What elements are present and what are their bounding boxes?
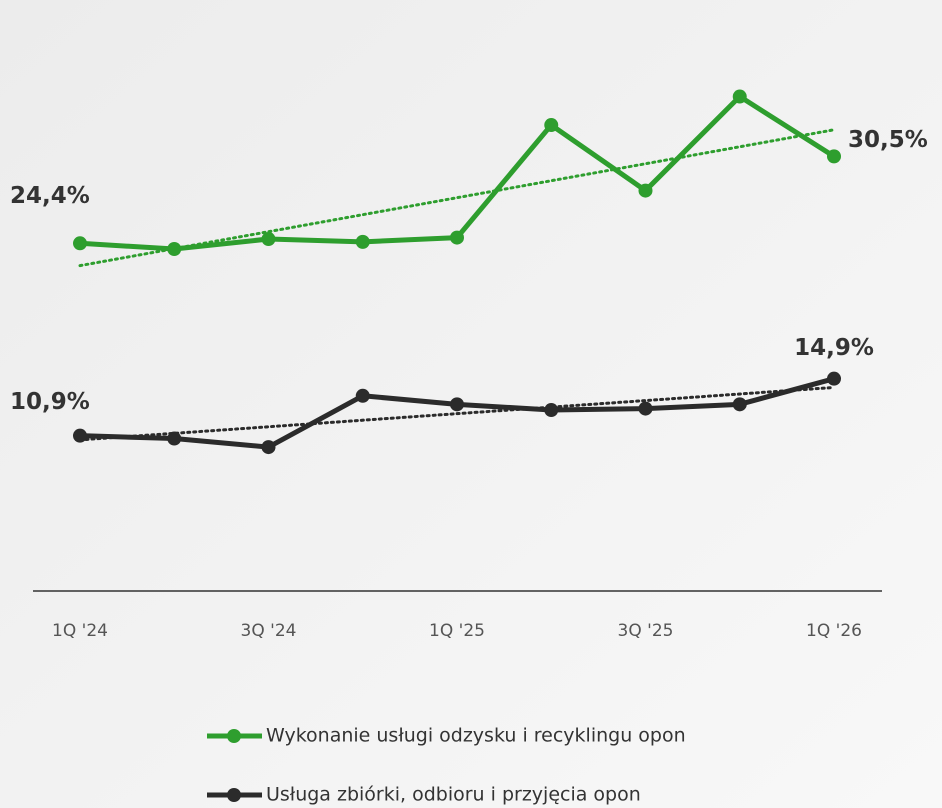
legend-label: Usługa zbiórki, odbioru i przyjęcia opon bbox=[266, 784, 641, 806]
value-label: 30,5% bbox=[848, 127, 928, 153]
trendline bbox=[78, 128, 836, 268]
point bbox=[638, 401, 653, 416]
point bbox=[450, 230, 464, 245]
point bbox=[167, 242, 182, 256]
point bbox=[73, 236, 87, 251]
value-label: 10,9% bbox=[10, 389, 90, 415]
legend-label: Wykonanie usługi odzysku i recyklingu op… bbox=[266, 725, 686, 747]
legend-marker bbox=[227, 788, 241, 802]
value-label: 14,9% bbox=[794, 335, 874, 361]
point bbox=[732, 89, 747, 104]
x-tick-label: 1Q '24 bbox=[52, 621, 108, 641]
point bbox=[827, 149, 841, 164]
point bbox=[355, 234, 370, 249]
point bbox=[261, 440, 276, 455]
point bbox=[544, 403, 559, 418]
trendline bbox=[78, 385, 836, 442]
point bbox=[261, 232, 276, 247]
point bbox=[732, 397, 747, 412]
point bbox=[355, 388, 370, 403]
point bbox=[544, 118, 559, 133]
x-tick-label: 3Q '25 bbox=[618, 621, 674, 641]
legend-marker bbox=[227, 729, 241, 743]
point bbox=[638, 183, 653, 198]
point bbox=[73, 428, 87, 443]
x-tick-label: 1Q '26 bbox=[806, 621, 862, 641]
x-tick-label: 1Q '25 bbox=[429, 621, 485, 641]
value-label: 24,4% bbox=[10, 183, 90, 209]
point bbox=[827, 371, 841, 386]
point bbox=[167, 431, 182, 446]
point bbox=[450, 397, 464, 412]
x-tick-label: 3Q '24 bbox=[241, 621, 297, 641]
